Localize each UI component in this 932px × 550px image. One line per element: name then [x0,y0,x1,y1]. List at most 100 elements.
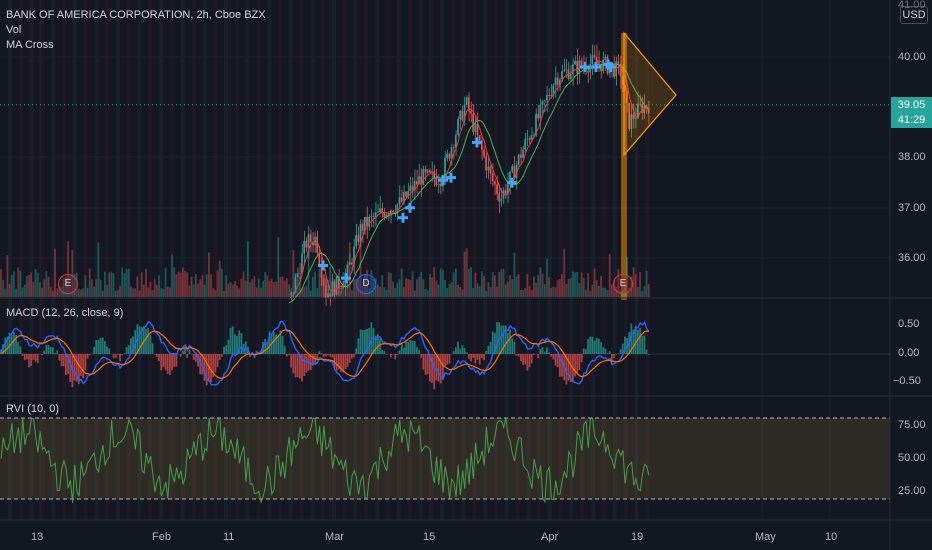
session-stripe [148,0,153,520]
price-tick: 38.00 [898,151,926,163]
macd-histogram-bar [21,354,24,356]
volume-legend[interactable]: Vol [6,24,22,36]
volume-bar [377,284,379,297]
volume-bar [17,267,20,297]
time-tick: May [755,531,776,543]
earnings-marker[interactable]: E [58,274,78,294]
volume-bar [524,287,527,297]
macd-histogram-bar [474,354,477,364]
time-tick: Mar [325,531,344,543]
volume-bar [205,274,208,297]
macd-histogram-bar [442,354,444,380]
macd-histogram-bar [567,354,570,381]
candle-body [474,124,477,132]
volume-bar [561,273,563,297]
macd-histogram-bar [496,322,498,354]
volume-bar [195,274,197,297]
macd-histogram-bar [530,354,533,364]
volume-bar [312,276,314,297]
volume-bar [398,279,401,297]
ma-cross-marker [318,260,328,271]
volume-bar [595,280,598,297]
volume-bar [34,269,37,297]
session-stripe [483,0,488,520]
macd-histogram-bar [138,326,141,354]
volume-bar [249,282,251,297]
macd-histogram-bar [303,354,306,377]
candle-body [565,69,568,71]
currency-button[interactable]: USD [900,6,928,24]
candle-body [292,292,295,294]
ma-cross-legend[interactable]: MA Cross [6,39,54,51]
macd-histogram-bar [52,347,54,354]
candle-body [598,62,600,64]
volume-bar [223,290,225,297]
macd-histogram-bar [353,354,355,358]
volume-bar [422,279,425,297]
macd-histogram-bar [539,349,542,354]
macd-histogram-bar [231,326,234,354]
volume-bar [156,285,158,297]
volume-bar [0,269,2,297]
dividend-marker[interactable]: D [356,274,376,294]
candle-body [500,198,503,202]
macd-histogram-bar [210,354,212,383]
macd-histogram-bar [507,333,509,354]
volume-bar [299,276,301,297]
volume-bar [67,241,69,297]
volume-bar [491,272,494,297]
candle-body [641,104,643,114]
macd-histogram-bar [489,341,492,354]
rvi-legend[interactable]: RVI (10, 0) [6,403,59,415]
candle-body [355,235,357,247]
earnings-marker[interactable]: E [613,274,633,294]
macd-histogram-bar [294,354,297,378]
volume-bar [632,267,635,297]
volume-bar [54,248,56,297]
macd-histogram-bar [117,354,119,355]
candle-body [448,153,451,159]
candle-body [465,97,468,105]
macd-histogram-bar [60,354,63,367]
candle-body [574,60,576,65]
symbol-title[interactable]: BANK OF AMERICA CORPORATION, 2h, Cboe BZ… [6,9,266,21]
session-stripe [645,0,650,520]
volume-bar [41,287,43,297]
macd-histogram-bar [364,329,366,354]
candle-body [305,240,308,248]
macd-histogram-bar [143,326,145,354]
macd-tick: 0.00 [898,347,920,359]
volume-bar [604,287,607,297]
candle-body [559,79,561,85]
volume-bar [125,268,128,297]
volume-bar [201,274,204,297]
candle-body [563,70,565,72]
volume-bar [286,278,288,297]
candle-body [524,139,526,150]
rvi-band-fill [0,418,890,499]
candle-body [364,216,366,231]
candle-body [309,234,312,243]
macd-histogram-bar [80,354,82,377]
macd-histogram-bar [162,354,165,368]
macd-histogram-bar [108,348,111,354]
volume-bar [546,258,548,297]
macd-histogram-bar [286,354,288,357]
volume-bar [104,271,106,297]
macd-histogram-bar [589,336,592,354]
volume-bar [446,288,449,297]
macd-histogram-bar [574,354,576,377]
macd-histogram-bar [296,354,299,378]
volume-bar [552,286,555,297]
candle-body [580,60,583,67]
macd-histogram-bar [494,332,496,354]
macd-legend[interactable]: MACD (12, 26, close, 9) [6,307,124,319]
volume-bar [10,274,13,297]
macd-histogram-bar [234,334,236,354]
price-tick: 41.00 [898,0,926,11]
volume-bar [93,286,95,297]
volume-bar [351,289,353,297]
volume-bar [517,274,520,297]
macd-histogram-bar [67,354,69,375]
